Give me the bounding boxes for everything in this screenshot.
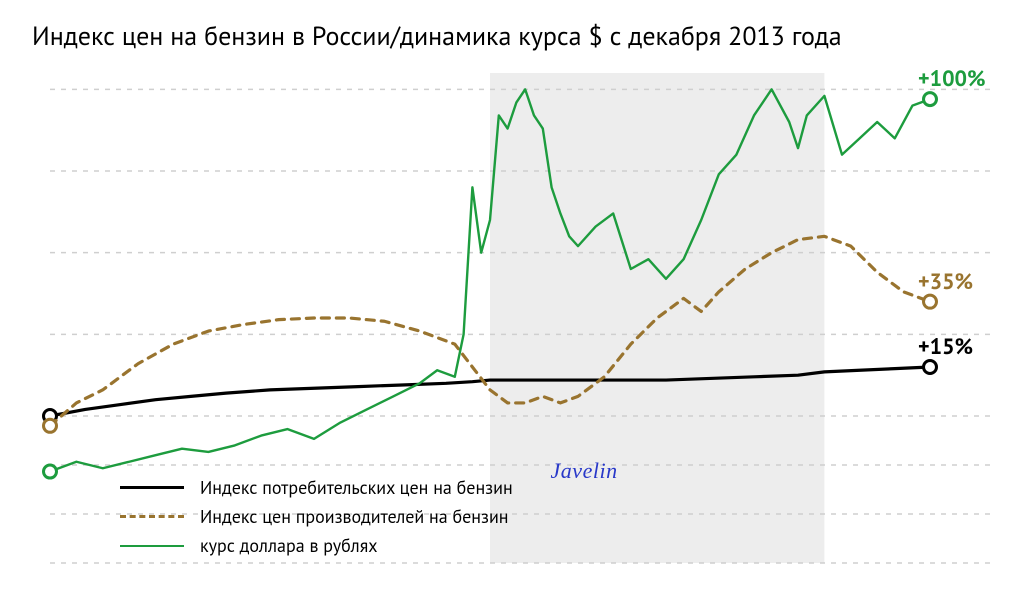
start-marker-usd_rub_rate xyxy=(44,465,57,478)
end-marker-producer_price_index xyxy=(924,295,937,308)
legend-label: курс доллара в рублях xyxy=(200,534,378,557)
legend-label: Индекс потребительских цен на бензин xyxy=(200,476,513,499)
end-label-usd_rub_rate: +100% xyxy=(918,65,986,93)
shaded-region xyxy=(490,73,824,563)
legend-item-consumer_price_index: Индекс потребительских цен на бензин xyxy=(120,476,513,499)
legend-item-usd_rub_rate: курс доллара в рублях xyxy=(120,534,513,557)
chart-legend: Индекс потребительских цен на бензин Инде… xyxy=(120,470,513,563)
legend-swatch xyxy=(120,515,184,518)
legend-label: Индекс цен производителей на бензин xyxy=(200,505,509,528)
legend-swatch xyxy=(120,545,184,547)
end-marker-usd_rub_rate xyxy=(924,93,937,106)
chart-plot-area: Индекс потребительских цен на бензин Инде… xyxy=(30,63,994,583)
end-marker-consumer_price_index xyxy=(924,361,937,374)
end-label-consumer_price_index: +15% xyxy=(918,333,973,361)
legend-item-producer_price_index: Индекс цен производителей на бензин xyxy=(120,505,513,528)
end-label-producer_price_index: +35% xyxy=(918,268,973,296)
chart-container: Индекс цен на бензин в России/динамика к… xyxy=(0,0,1024,597)
legend-swatch xyxy=(120,486,184,489)
start-marker-producer_price_index xyxy=(44,419,57,432)
chart-title: Индекс цен на бензин в России/динамика к… xyxy=(32,20,994,53)
